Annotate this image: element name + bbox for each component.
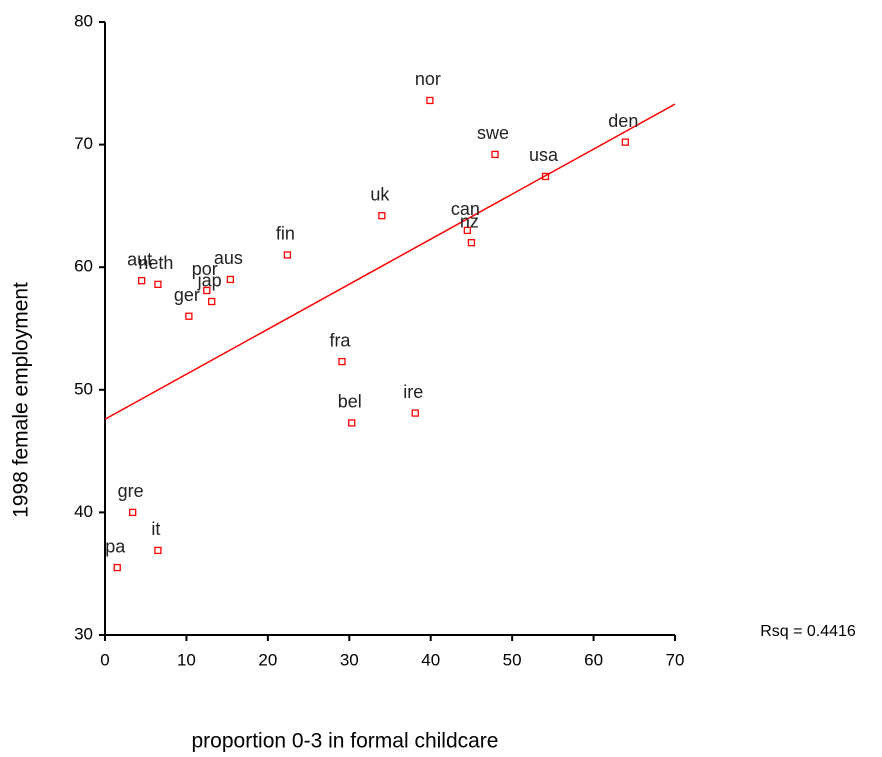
- x-tick-label: 50: [503, 650, 522, 669]
- point: [411, 409, 419, 417]
- fit-line: [104, 103, 676, 420]
- y-tick-label: 70: [74, 134, 93, 153]
- y-tick-label: 40: [74, 502, 93, 521]
- point-label: can: [451, 199, 480, 219]
- point-label: aut: [127, 249, 152, 269]
- point: [208, 297, 216, 306]
- point-label: aus: [214, 248, 243, 268]
- point-label: uk: [370, 184, 390, 204]
- point: [185, 312, 193, 320]
- point-label: fra: [329, 330, 351, 350]
- point-label: bel: [338, 392, 362, 412]
- x-tick-label: 10: [177, 650, 196, 669]
- point-label: usa: [529, 145, 559, 165]
- point: [426, 96, 434, 105]
- y-tick-label: 30: [74, 624, 93, 643]
- point-label: ire: [403, 382, 423, 402]
- point: [283, 251, 292, 259]
- y-tick-label: 80: [74, 11, 93, 30]
- point: [203, 286, 211, 295]
- point-label: ger: [174, 285, 200, 305]
- y-tick-label: 60: [74, 257, 93, 276]
- y-tick-label: 50: [74, 379, 93, 398]
- point: [113, 563, 121, 572]
- point-label: por: [192, 259, 218, 279]
- point: [154, 280, 162, 289]
- point: [226, 275, 235, 284]
- point: [621, 138, 629, 146]
- point: [463, 226, 472, 235]
- point: [467, 239, 476, 247]
- point: [338, 357, 346, 366]
- point: [154, 546, 162, 555]
- point-label: jap: [197, 270, 222, 290]
- point: [129, 508, 137, 517]
- point-label: pa: [105, 536, 126, 556]
- x-axis-label: proportion 0-3 in formal childcare: [192, 730, 499, 753]
- x-tick-label: 70: [666, 650, 685, 669]
- point: [137, 277, 146, 285]
- point: [541, 172, 550, 181]
- rsq-annotation: Rsq = 0.4416: [760, 623, 856, 640]
- point-label: den: [608, 111, 638, 131]
- point: [348, 419, 356, 427]
- x-tick-label: 30: [340, 650, 359, 669]
- point-label: fin: [276, 224, 295, 244]
- y-axis-label: 1998 female employment: [10, 282, 33, 518]
- point-label: gre: [118, 481, 144, 501]
- point: [378, 212, 386, 220]
- point-label: it: [151, 519, 160, 539]
- x-tick-label: 60: [584, 650, 603, 669]
- point-label: nz: [460, 211, 479, 231]
- x-tick-label: 0: [100, 650, 109, 669]
- x-tick-label: 40: [421, 650, 440, 669]
- point-label: neth: [138, 253, 173, 273]
- point-label: nor: [415, 69, 441, 89]
- point-label: swe: [477, 123, 509, 143]
- point: [491, 150, 499, 159]
- x-tick-label: 20: [258, 650, 277, 669]
